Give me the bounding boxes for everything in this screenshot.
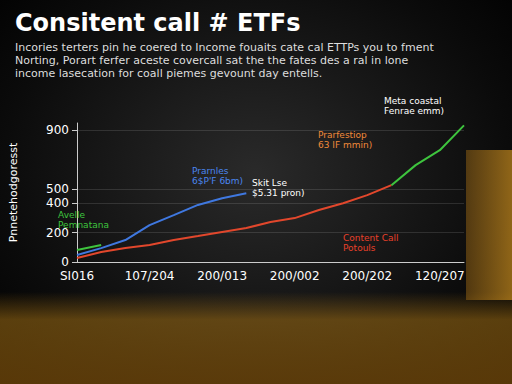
svg-text:500: 500 bbox=[46, 182, 69, 196]
svg-text:400: 400 bbox=[46, 196, 69, 210]
svg-text:200: 200 bbox=[46, 225, 69, 240]
svg-text:900: 900 bbox=[46, 123, 69, 137]
svg-text:Fenrae emm): Fenrae emm) bbox=[384, 106, 444, 116]
svg-text:income lasecation for coall pi: income lasecation for coall piemes gevou… bbox=[15, 67, 322, 80]
svg-text:0: 0 bbox=[61, 255, 69, 269]
svg-text:200/002: 200/002 bbox=[270, 269, 320, 283]
svg-text:200/202: 200/202 bbox=[342, 269, 392, 283]
svg-text:Pemnatana: Pemnatana bbox=[58, 220, 109, 230]
svg-text:6$P'F 6bm): 6$P'F 6bm) bbox=[192, 176, 243, 186]
svg-text:SI016: SI016 bbox=[60, 269, 94, 283]
svg-text:63 IF mmin): 63 IF mmin) bbox=[318, 140, 372, 150]
svg-text:Consitent call # ETFs: Consitent call # ETFs bbox=[15, 9, 301, 37]
svg-text:Content Call: Content Call bbox=[343, 233, 398, 243]
svg-text:Potouls: Potouls bbox=[343, 243, 376, 253]
svg-text:Avelle: Avelle bbox=[58, 210, 85, 220]
svg-text:$5.31 pron): $5.31 pron) bbox=[252, 188, 305, 198]
svg-text:Skit Lse: Skit Lse bbox=[252, 178, 288, 188]
svg-text:Pnnetehodgoresst: Pnnetehodgoresst bbox=[7, 142, 20, 242]
svg-text:Norting, Porart ferfer aceste: Norting, Porart ferfer aceste covercall … bbox=[15, 54, 408, 67]
svg-text:120/207: 120/207 bbox=[415, 269, 465, 283]
svg-text:200/013: 200/013 bbox=[197, 269, 247, 283]
svg-text:Incories terters pin he coered: Incories terters pin he coered to Income… bbox=[15, 41, 434, 54]
svg-text:Prarfestiop: Prarfestiop bbox=[318, 130, 367, 140]
svg-text:Meta coastal: Meta coastal bbox=[384, 96, 441, 106]
svg-text:Prarnles: Prarnles bbox=[192, 166, 229, 176]
svg-text:107/204: 107/204 bbox=[125, 269, 175, 283]
